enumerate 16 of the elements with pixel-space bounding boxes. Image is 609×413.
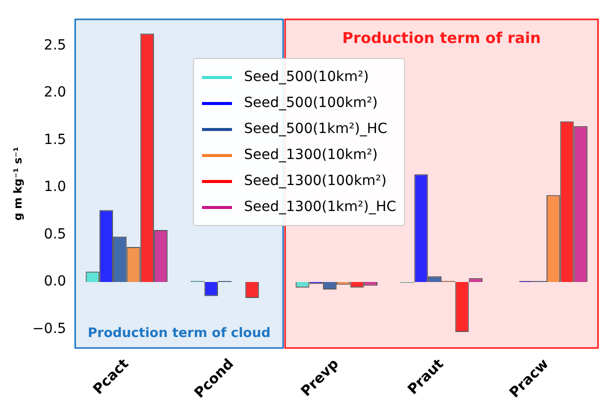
y-tick-label: 0.5 — [44, 226, 66, 242]
legend-label: Seed_1300(10km²) — [244, 147, 378, 163]
y-tick-label: 1.5 — [44, 132, 66, 148]
band-label: Production term of rain — [342, 28, 541, 47]
legend-label: Seed_500(1km²)_HC — [244, 121, 388, 137]
y-tick-label: 2.0 — [44, 84, 66, 101]
legend-label: Seed_500(100km²) — [244, 95, 378, 111]
y-tick-label: 1.0 — [44, 179, 66, 196]
y-tick-label: 0.0 — [44, 274, 66, 290]
y-tick-label: 2.5 — [44, 37, 66, 54]
legend-label: Seed_1300(100km²) — [244, 173, 387, 189]
y-axis-title: g m kg⁻¹ s⁻¹ — [11, 146, 24, 221]
legend-label: Seed_1300(1km²)_HC — [244, 199, 396, 215]
legend-label: Seed_500(10km²) — [244, 69, 369, 85]
band-label: Production term of cloud — [88, 326, 271, 341]
y-tick-label: −0.5 — [32, 320, 66, 337]
